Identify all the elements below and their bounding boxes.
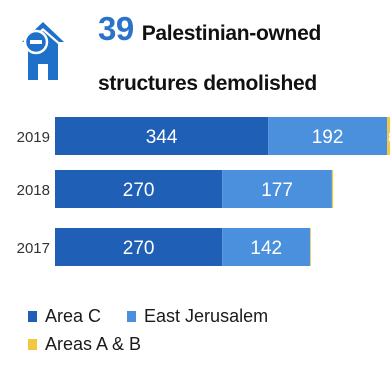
- category-label-2018: 2018: [17, 182, 50, 199]
- headline-line1: Palestinian-owned: [141, 22, 322, 45]
- bar-east-jerusalem-2018: [222, 170, 332, 208]
- category-label-2017: 2017: [17, 240, 50, 257]
- house-minus-icon: [22, 22, 64, 80]
- bar-areas-ab-2019: [387, 117, 390, 155]
- bar-area-c-2018: [55, 170, 223, 208]
- data-label-east-jerusalem-2019: 192: [312, 127, 344, 148]
- bar-areas-ab-2018: [331, 170, 334, 208]
- bar-area-c-2017: [55, 228, 223, 266]
- data-label-areas-ab-2018: 2: [333, 182, 341, 198]
- legend-item-east-jerusalem: East Jerusalem: [127, 306, 268, 327]
- legend-label-area-c: Area C: [45, 305, 102, 326]
- category-label-2019: 2019: [17, 129, 50, 146]
- chart-legend: Area C East Jerusalem Areas A & B: [28, 302, 368, 358]
- data-label-area-c-2019: 344: [146, 127, 178, 148]
- data-label-areas-ab-2017: 7: [311, 240, 319, 256]
- bar-east-jerusalem-2019: [268, 117, 388, 155]
- legend-swatch-area-c: [28, 310, 37, 322]
- legend-item-area-c: Area C: [28, 306, 101, 327]
- bar-east-jerusalem-2017: [222, 228, 311, 266]
- legend-swatch-areas-ab: [28, 338, 37, 350]
- bar-areas-ab-2017: [310, 228, 311, 266]
- data-label-east-jerusalem-2017: 142: [250, 238, 282, 259]
- legend-label-areas-ab: Areas A & B: [45, 333, 142, 354]
- headline-line2: structures demolished: [98, 72, 317, 95]
- headline: 39 Palestinian-owned structures demolish…: [98, 10, 383, 96]
- data-label-east-jerusalem-2018: 177: [261, 180, 293, 201]
- headline-count: 39: [98, 10, 134, 47]
- data-label-areas-ab-2019: 8: [388, 129, 390, 145]
- legend-swatch-east-jerusalem: [127, 310, 137, 322]
- data-label-area-c-2018: 270: [123, 180, 155, 201]
- bar-area-c-2019: [55, 117, 269, 155]
- legend-label-east-jerusalem: East Jerusalem: [144, 305, 269, 326]
- legend-item-areas-ab: Areas A & B: [28, 334, 141, 355]
- data-label-area-c-2017: 270: [123, 238, 155, 259]
